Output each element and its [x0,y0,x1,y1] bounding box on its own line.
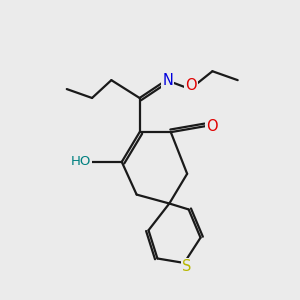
Text: N: N [162,73,173,88]
Text: O: O [206,119,217,134]
Text: S: S [182,259,191,274]
Text: HO: HO [70,155,91,168]
Text: O: O [185,78,197,93]
